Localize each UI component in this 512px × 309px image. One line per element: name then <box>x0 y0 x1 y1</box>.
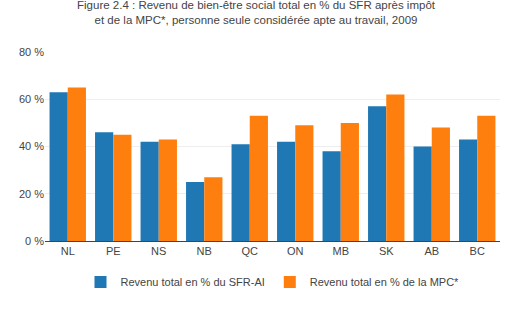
svg-text:40 %: 40 % <box>19 140 44 152</box>
svg-text:NB: NB <box>197 245 212 257</box>
svg-text:NS: NS <box>151 245 166 257</box>
svg-text:AB: AB <box>424 245 439 257</box>
svg-text:QC: QC <box>242 245 259 257</box>
svg-text:NL: NL <box>61 245 75 257</box>
svg-text:PE: PE <box>106 245 121 257</box>
svg-text:Figure 2.4 : Revenu de bien-êt: Figure 2.4 : Revenu de bien-être social … <box>77 0 436 26</box>
svg-text:Revenu total en % de la MPC*: Revenu total en % de la MPC* <box>310 276 459 288</box>
svg-text:BC: BC <box>470 245 485 257</box>
svg-text:20 %: 20 % <box>19 188 44 200</box>
svg-text:ON: ON <box>287 245 304 257</box>
svg-text:SK: SK <box>379 245 394 257</box>
svg-text:MB: MB <box>333 245 350 257</box>
svg-text:60 %: 60 % <box>19 93 44 105</box>
svg-text:80 %: 80 % <box>19 46 44 58</box>
svg-text:0 %: 0 % <box>25 235 44 247</box>
svg-text:Revenu total en % du SFR-AI: Revenu total en % du SFR-AI <box>121 276 265 288</box>
